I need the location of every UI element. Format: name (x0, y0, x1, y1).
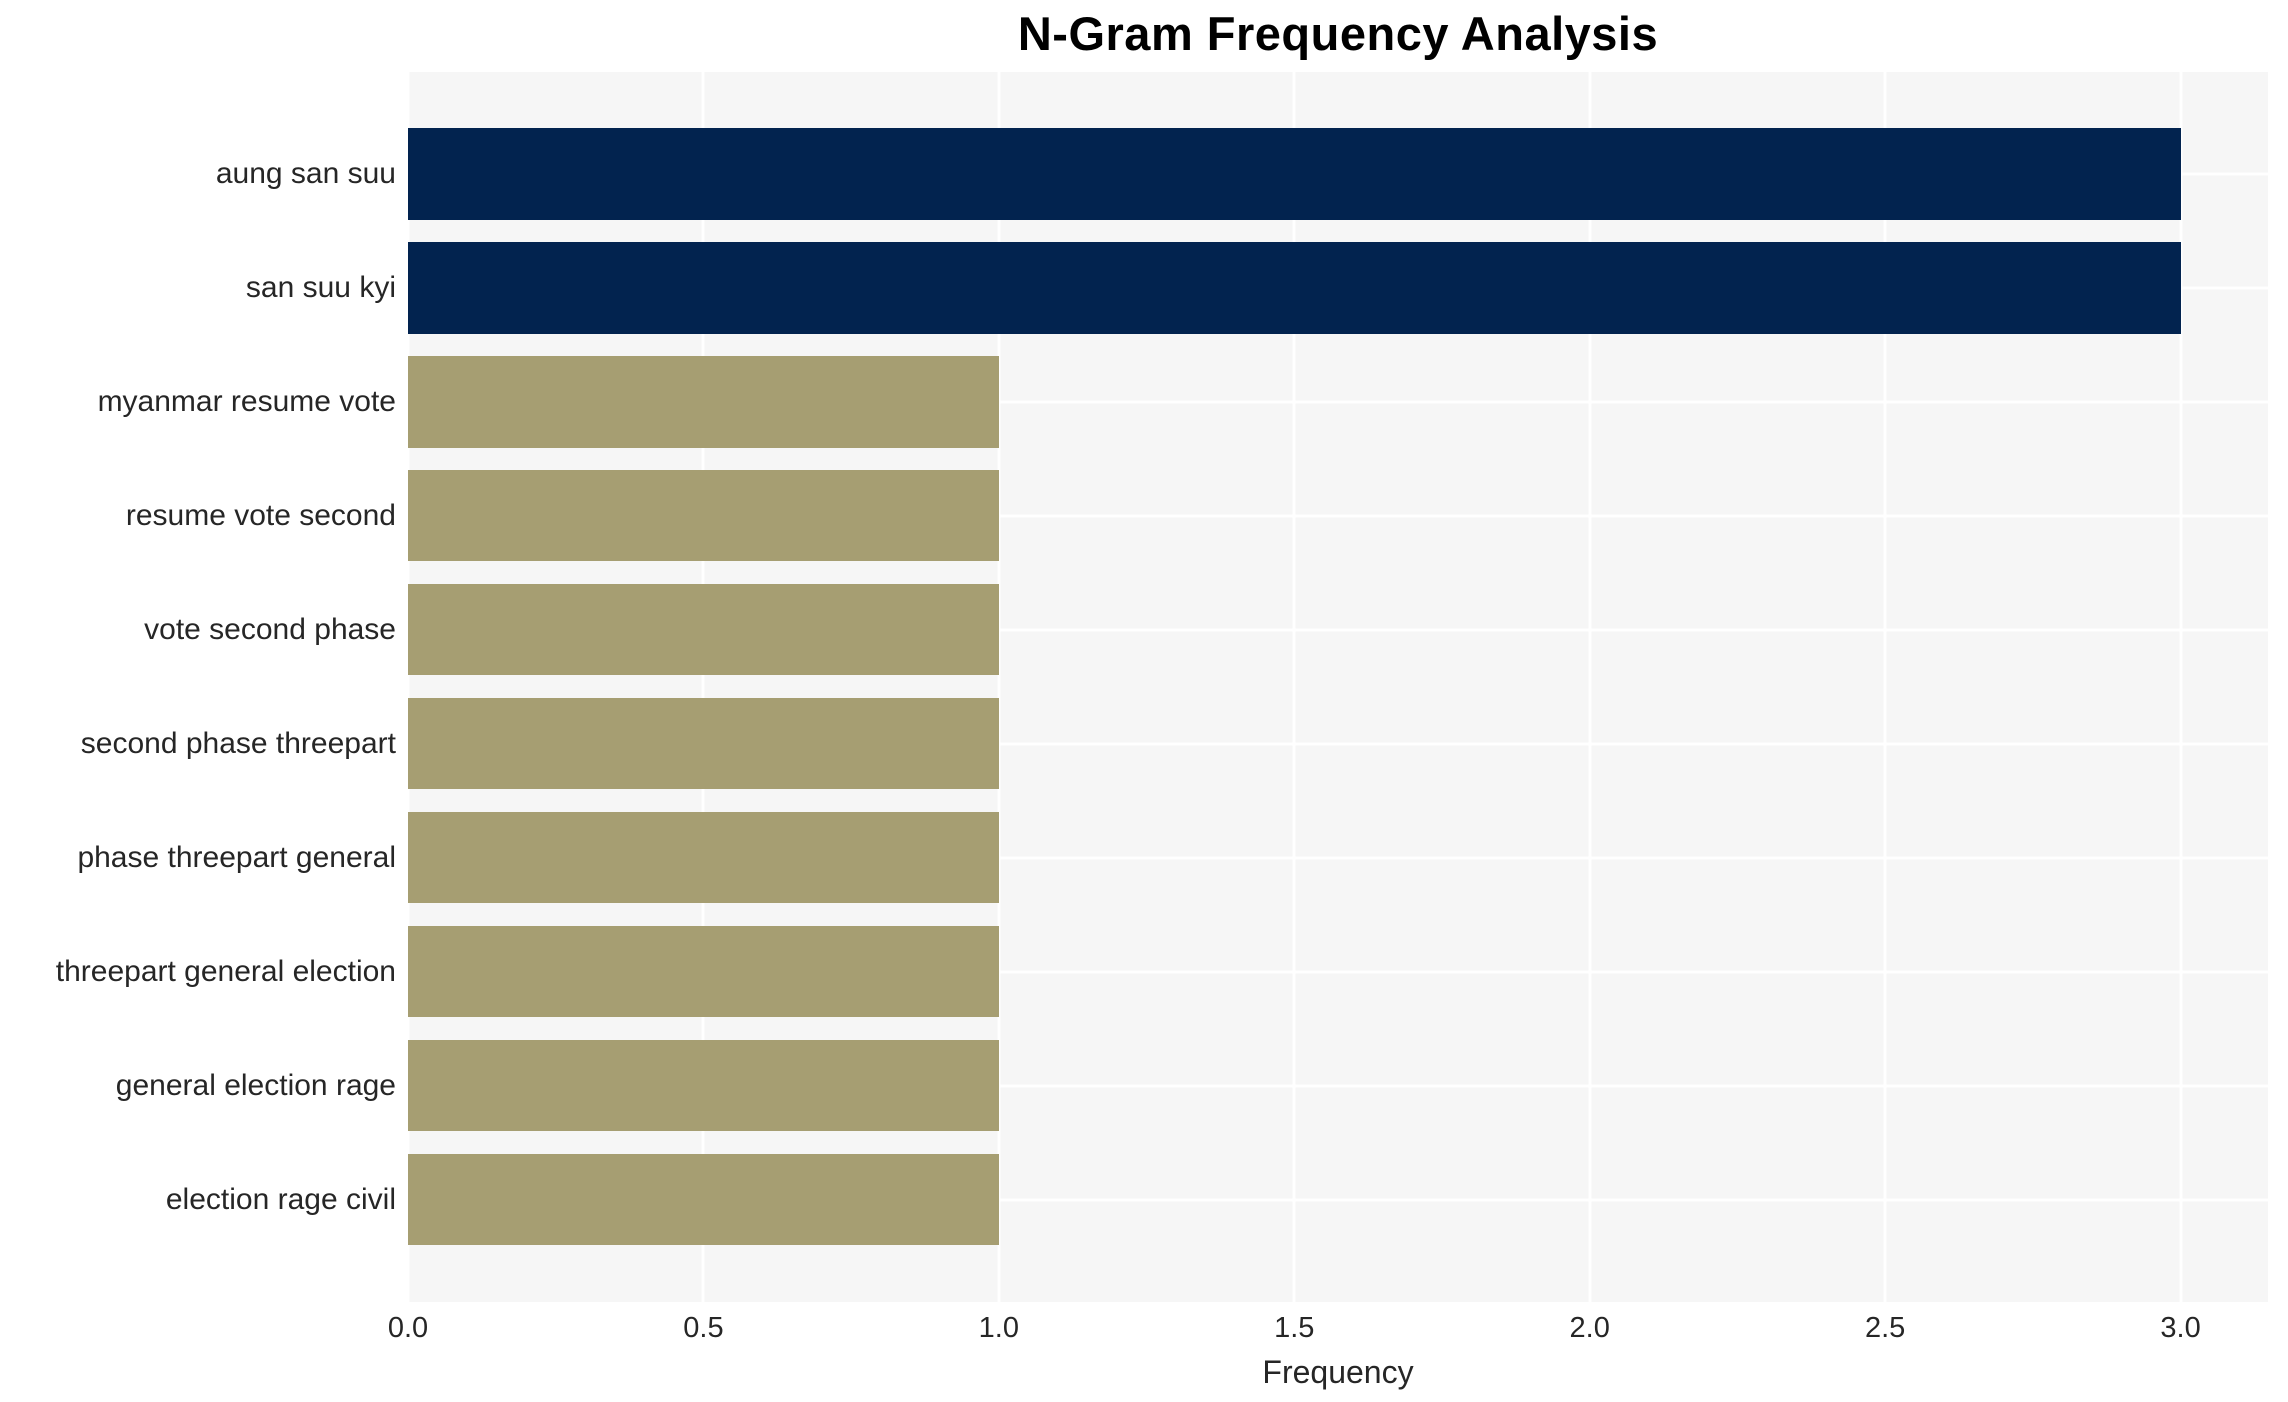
bar (408, 698, 999, 790)
bar (408, 1040, 999, 1132)
y-tick-label: resume vote second (125, 498, 396, 532)
gridline-vertical (701, 72, 705, 1302)
plot-area (406, 72, 2268, 1302)
bar (408, 1154, 999, 1246)
x-tick-label: 3.0 (2160, 1312, 2201, 1344)
x-tick-label: 1.0 (978, 1312, 1020, 1344)
x-tick-label: 0.5 (683, 1312, 724, 1344)
gridline-vertical (2179, 72, 2183, 1302)
gridline-vertical (406, 72, 410, 1302)
bar (408, 470, 999, 562)
gridline-vertical (1292, 72, 1296, 1302)
x-tick-label: 2.0 (1569, 1312, 1610, 1344)
gridline-vertical (1588, 72, 1592, 1302)
bar (408, 812, 999, 904)
bar (408, 926, 999, 1018)
gridline-vertical (997, 72, 1001, 1302)
y-tick-label: election rage civil (165, 1182, 396, 1216)
y-axis-labels: aung san suu san suu kyi myanmar resume vo… (0, 72, 396, 1302)
x-axis-title: Frequency (1262, 1354, 1414, 1390)
x-axis-ticks: 0.0 0.5 1.0 1.5 2.0 2.5 3.0 (388, 1312, 2268, 1352)
y-tick-label: san suu kyi (245, 271, 396, 304)
gridline-horizontal (408, 628, 2268, 632)
gridline-horizontal (408, 856, 2268, 860)
y-tick-label: second phase threepart (80, 726, 396, 760)
bar (408, 584, 999, 676)
gridline-horizontal (408, 400, 2268, 404)
y-tick-label: aung san suu (215, 157, 396, 190)
y-tick-label: myanmar resume vote (97, 384, 396, 418)
y-tick-label: general election rage (115, 1068, 396, 1102)
x-tick-label: 1.5 (1274, 1312, 1315, 1344)
y-tick-label: threepart general election (55, 954, 396, 988)
x-tick-label: 0.0 (387, 1312, 429, 1344)
y-tick-label: vote second phase (144, 612, 396, 646)
x-tick-label: 2.5 (1864, 1312, 1906, 1344)
chart-title: N-Gram Frequency Analysis (1017, 7, 1659, 60)
gridline-horizontal (408, 742, 2268, 746)
gridline-horizontal (408, 1198, 2268, 1202)
bar (408, 356, 999, 448)
y-tick-label: phase threepart general (77, 840, 396, 874)
bar (408, 128, 2181, 220)
bar (408, 242, 2181, 334)
gridline-horizontal (408, 514, 2268, 518)
gridline-horizontal (408, 1084, 2268, 1088)
gridline-vertical (1883, 72, 1887, 1302)
gridline-horizontal (408, 970, 2268, 974)
